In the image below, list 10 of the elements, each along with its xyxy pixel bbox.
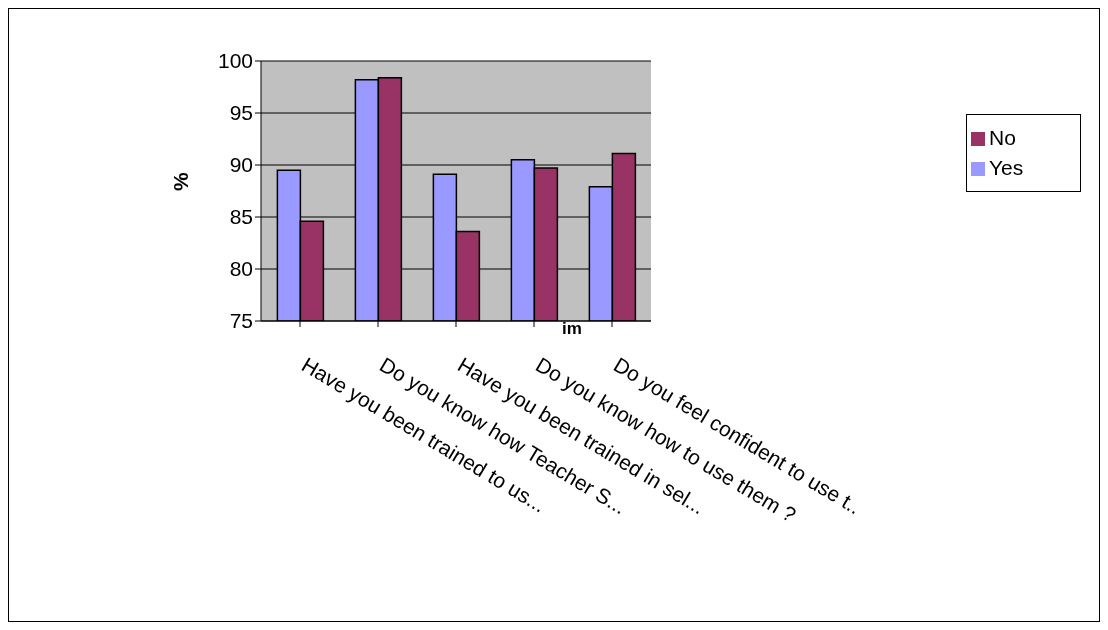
y-tick-label: 75 xyxy=(229,309,253,333)
legend-label: Yes xyxy=(989,156,1024,179)
y-tick-label: 85 xyxy=(229,205,253,229)
y-tick-label: 95 xyxy=(229,101,253,125)
y-tick-label: 100 xyxy=(217,49,253,73)
y-tick-label: 90 xyxy=(229,153,253,177)
annotation: im xyxy=(562,319,582,339)
legend-label: No xyxy=(989,126,1016,149)
y-axis-title: % xyxy=(169,172,193,191)
y-tick-label: 80 xyxy=(229,257,253,281)
